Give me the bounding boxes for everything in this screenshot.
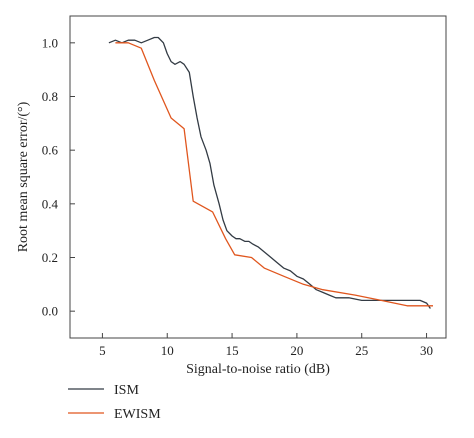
y-tick-label: 0.8 — [42, 89, 58, 104]
x-tick-label: 25 — [355, 343, 368, 358]
x-tick-label: 15 — [226, 343, 239, 358]
legend: ISM EWISM — [68, 383, 161, 422]
x-axis-ticks: 5 10 15 20 25 30 — [99, 333, 433, 358]
x-axis-title: Signal-to-noise ratio (dB) — [186, 362, 330, 377]
y-tick-label: 0.0 — [42, 304, 58, 319]
x-tick-label: 5 — [99, 343, 106, 358]
y-tick-label: 1.0 — [42, 35, 58, 50]
plot-area-frame — [69, 15, 447, 339]
x-tick-label: 10 — [161, 343, 174, 358]
series-line-ism — [108, 36, 431, 309]
legend-label-ism: ISM — [114, 383, 139, 398]
y-axis-ticks: 0.0 0.2 0.4 0.6 0.8 1.0 — [42, 35, 75, 319]
y-tick-label: 0.4 — [42, 196, 59, 211]
y-tick-label: 0.2 — [42, 250, 58, 265]
series-line-ewism — [115, 42, 433, 307]
y-axis-title: Root mean square error/(°) — [16, 101, 31, 252]
series-layer — [108, 36, 433, 309]
x-tick-label: 20 — [290, 343, 303, 358]
legend-label-ewism: EWISM — [114, 407, 161, 422]
x-tick-label: 30 — [420, 343, 433, 358]
y-tick-label: 0.6 — [42, 143, 59, 158]
